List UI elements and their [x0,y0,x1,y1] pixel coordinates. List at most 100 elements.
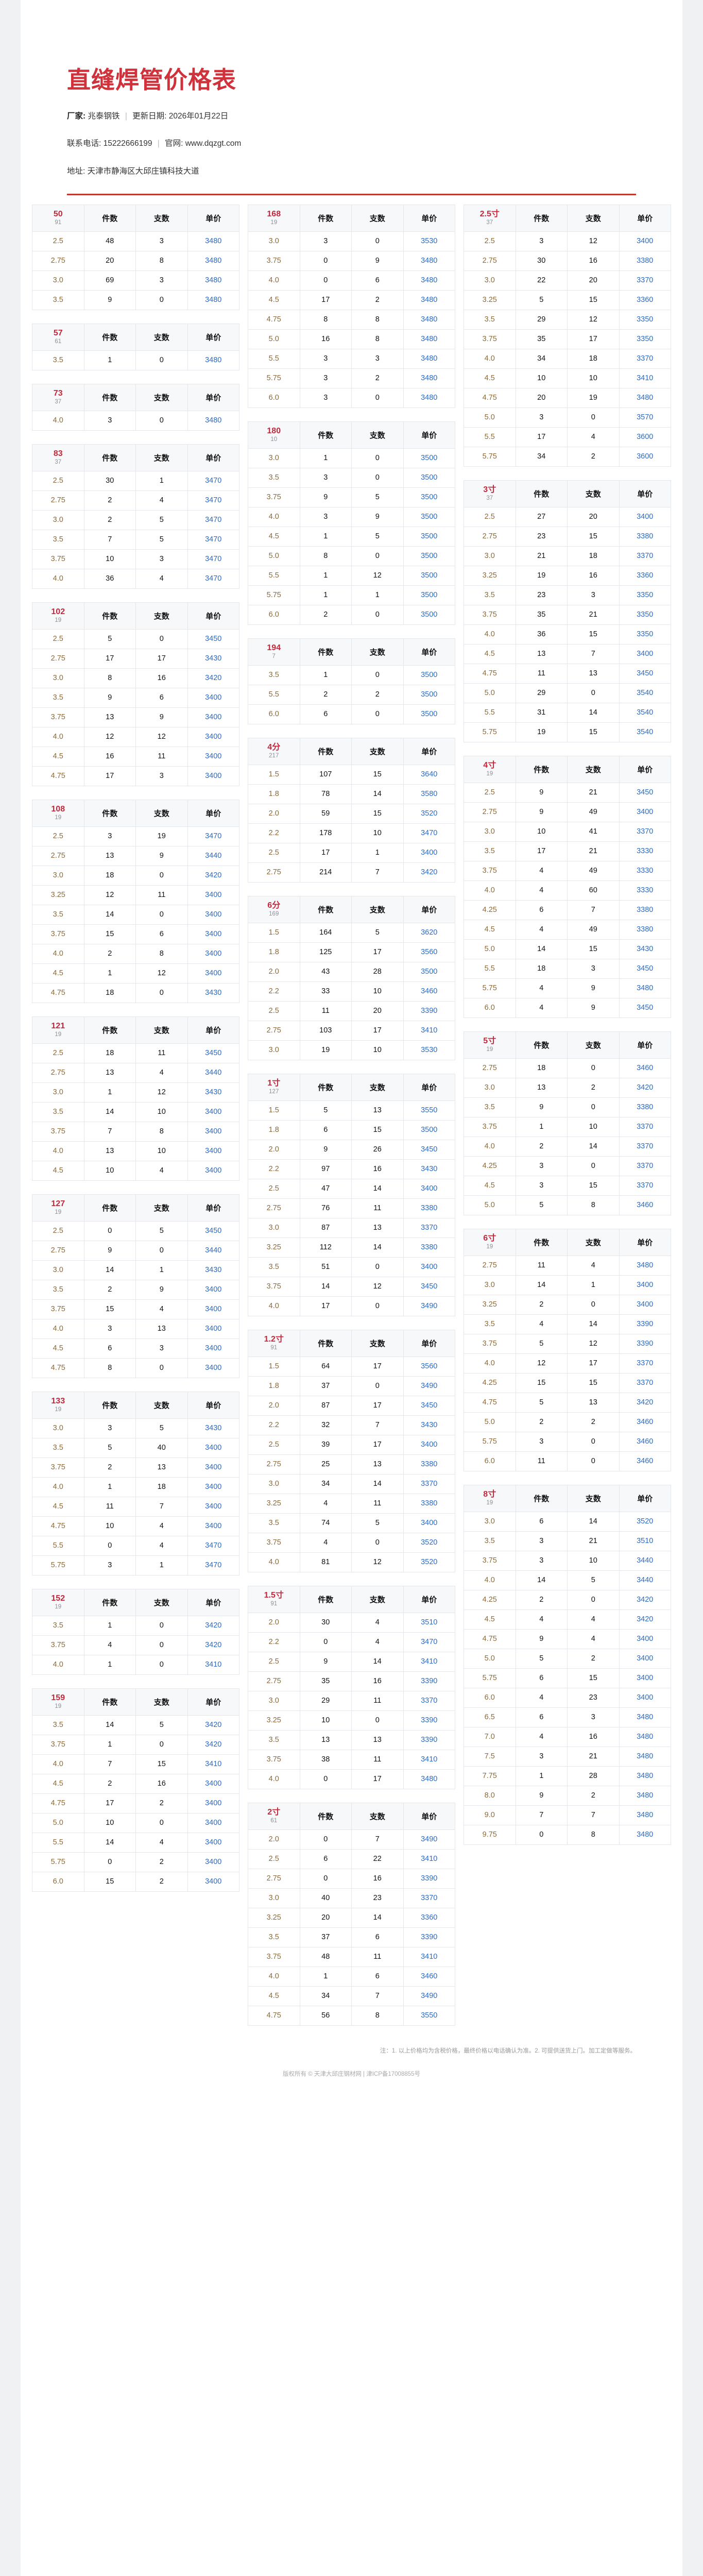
table-row: 3.0 8 16 3420 [32,668,239,688]
pieces-cell: 2 [135,1793,188,1814]
price-cell: 3420 [187,865,239,886]
table-header-row: 5寸 19 件数 支数 单价 [464,1031,671,1059]
pieces-cell: 16 [351,1159,404,1179]
price-cell: 3400 [187,1852,239,1872]
pieces-cell: 13 [351,1730,404,1750]
pieces-cell: 2 [135,1852,188,1872]
spec-subcount: 19 [55,1031,62,1038]
thickness-cell: 5.0 [32,1812,84,1833]
count-cell: 4 [515,1609,568,1630]
price-cell: 3350 [619,604,671,625]
pieces-cell: 21 [567,1746,620,1767]
table-row: 4.0 2 8 3400 [32,943,239,964]
pieces-cell: 4 [567,1609,620,1630]
thickness-cell: 3.5 [248,1927,300,1947]
table-row: 4.0 36 4 3470 [32,568,239,589]
price-column-header: 单价 [403,1802,455,1830]
count-cell: 7 [83,529,136,550]
thickness-cell: 4.0 [464,624,516,645]
table-row: 7.75 1 28 3480 [464,1766,671,1786]
spec-size: 50 [53,209,63,218]
pieces-cell: 0 [351,665,404,685]
price-cell: 3520 [619,1511,671,1532]
pieces-cell: 9 [567,997,620,1018]
spec-size: 8寸 [483,1489,496,1499]
pieces-cell: 7 [567,643,620,664]
table-row: 3.75 35 17 3350 [464,329,671,349]
table-row: 4.0 13 10 3400 [32,1141,239,1161]
thickness-cell: 4.5 [464,643,516,664]
table-row: 4.0 17 0 3490 [248,1296,455,1316]
phone-value[interactable]: 15222666199 [103,139,152,148]
pieces-cell: 9 [351,506,404,527]
thickness-cell: 6.0 [464,1687,516,1708]
pieces-cell: 5 [135,1418,188,1438]
table-row: 3.75 48 11 3410 [248,1946,455,1967]
price-cell: 3470 [187,1535,239,1556]
thickness-cell: 5.0 [464,1648,516,1669]
thickness-cell: 5.0 [464,683,516,703]
price-cell: 3620 [403,922,455,943]
thickness-cell: 3.75 [464,1333,516,1354]
count-cell: 103 [299,1020,352,1041]
table-row: 6.0 2 0 3500 [248,604,455,625]
price-cell: 3520 [403,1552,455,1572]
thickness-cell: 2.5 [32,1043,84,1063]
table-row: 4.75 17 3 3400 [32,766,239,786]
table-header-row: 6分 169 件数 支数 单价 [248,895,455,923]
count-cell: 1 [515,1116,568,1137]
pieces-cell: 1 [135,1555,188,1575]
table-row: 3.75 15 4 3400 [32,1299,239,1319]
thickness-cell: 4.5 [32,1160,84,1181]
price-cell: 3500 [403,604,455,625]
pieces-cell: 21 [567,1531,620,1551]
spec-subcount: 10 [270,436,278,443]
table-row: 1.5 107 15 3640 [248,764,455,785]
table-row: 3.75 4 0 3520 [248,1532,455,1553]
price-cell: 3480 [187,231,239,251]
count-cell: 87 [299,1217,352,1238]
spec-subcount: 37 [55,399,62,405]
pieces-cell: 0 [135,1654,188,1675]
spec-subcount: 217 [269,753,279,759]
pieces-cell: 3 [135,231,188,251]
spec-size: 1.5寸 [264,1590,284,1600]
table-row: 5.75 3 2 3480 [248,368,455,388]
pieces-cell: 4 [567,427,620,447]
table-row: 3.5 1 0 3420 [32,1615,239,1636]
thickness-cell: 3.5 [248,1730,300,1750]
pieces-cell: 6 [351,1966,404,1987]
thickness-cell: 2.0 [248,1395,300,1416]
table-row: 4.5 11 7 3400 [32,1496,239,1517]
count-cell: 4 [515,1726,568,1747]
price-cell: 3450 [619,958,671,979]
table-row: 3.75 15 6 3400 [32,924,239,944]
thickness-cell: 4.0 [248,270,300,291]
pieces-cell: 16 [351,1671,404,1691]
price-cell: 3460 [619,1431,671,1452]
site-value[interactable]: www.dqzgt.com [185,139,242,148]
table-row: 2.5 9 14 3410 [248,1651,455,1672]
price-cell: 3500 [403,487,455,507]
thickness-cell: 4.75 [464,663,516,684]
count-cell: 3 [515,231,568,251]
pieces-cell: 15 [567,290,620,310]
count-cell: 5 [515,1195,568,1215]
count-cell: 40 [299,1888,352,1908]
count-cell: 18 [83,1043,136,1063]
pieces-cell: 15 [135,1754,188,1774]
table-row: 3.5 1 0 3500 [248,665,455,685]
table-row: 5.5 0 4 3470 [32,1535,239,1556]
price-cell: 3400 [619,1275,671,1295]
pieces-cell: 15 [567,722,620,742]
count-cell: 69 [83,270,136,291]
price-cell: 3480 [619,1707,671,1727]
price-cell: 3480 [187,250,239,271]
table-row: 3.5 1 0 3480 [32,350,239,370]
count-cell: 12 [83,726,136,747]
pieces-cell: 11 [351,1946,404,1967]
table-row: 7.0 4 16 3480 [464,1726,671,1747]
spec-subcount: 91 [55,219,62,226]
pieces-cell: 14 [567,1314,620,1334]
table-row: 9.0 7 7 3480 [464,1805,671,1825]
